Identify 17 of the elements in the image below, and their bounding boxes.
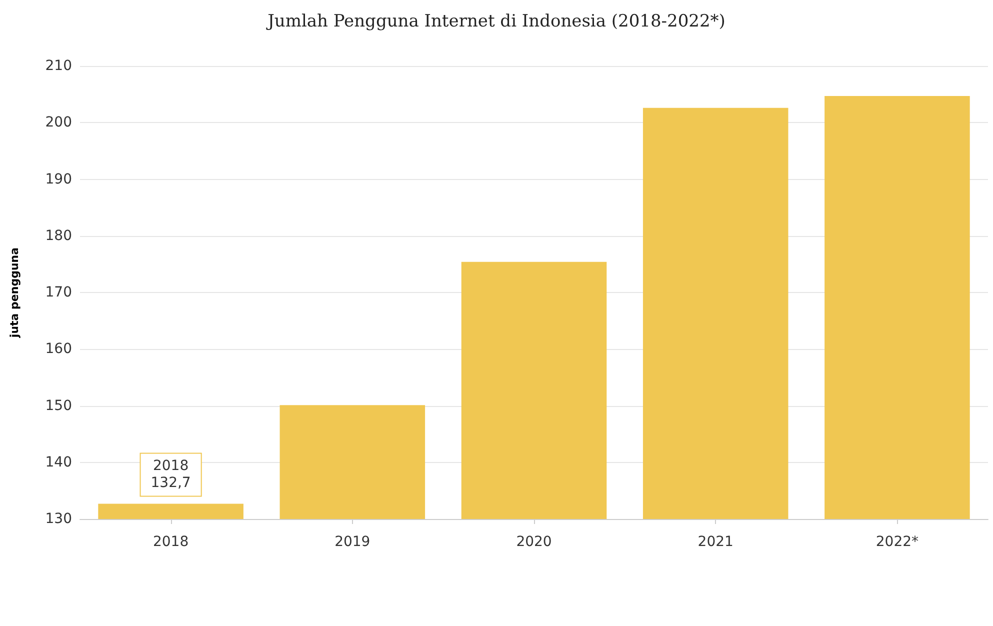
y-tick-label: 130 [45,511,72,527]
y-tick-label: 160 [45,341,72,358]
y-tick-label: 210 [45,58,72,74]
y-tick-label: 180 [45,228,72,244]
y-tick-label: 150 [45,398,72,414]
y-axis-title: juta pengguna [8,247,21,339]
chart-title: Jumlah Pengguna Internet di Indonesia (2018-2022*) [266,12,726,32]
y-tick-label: 190 [45,171,72,188]
x-tick-label: 2022* [876,534,919,550]
y-tick-label: 200 [45,114,72,131]
y-tick-label: 140 [45,454,72,470]
x-tick-label: 2021 [698,534,734,550]
x-tick-label: 2018 [152,534,189,550]
y-tick-label: 170 [45,284,72,300]
x-tick-label: 2019 [334,534,370,550]
x-tick-label: 2020 [516,534,552,550]
annotation: 2018 132,7 [150,458,191,492]
